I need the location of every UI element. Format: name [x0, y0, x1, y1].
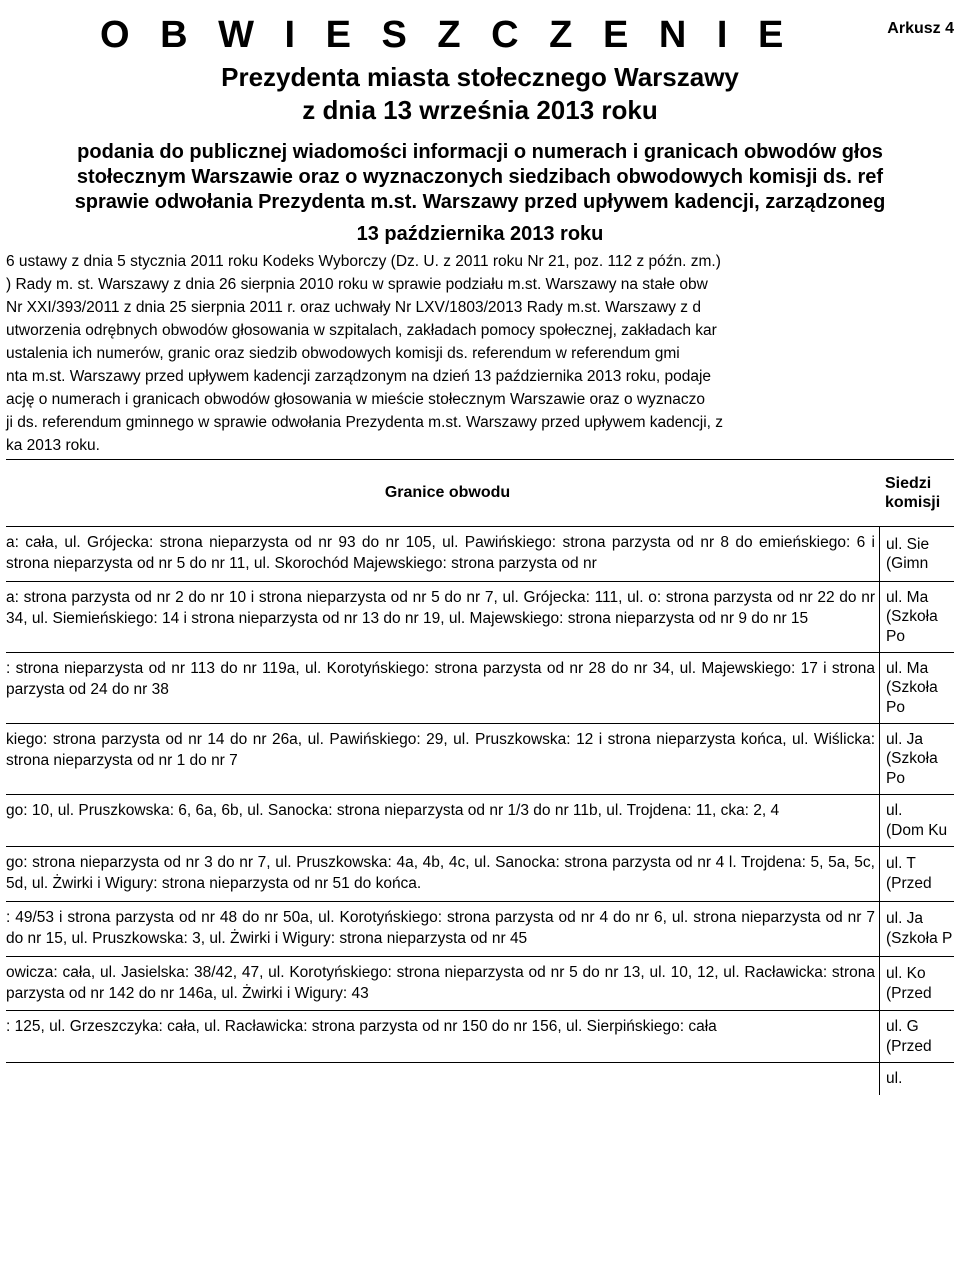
- seat-line: (Przed: [886, 874, 954, 893]
- table-row: kiego: strona parzysta od nr 14 do nr 26…: [6, 724, 954, 795]
- boundary-cell: : strona nieparzysta od nr 113 do nr 119…: [6, 653, 879, 723]
- seat-line: ul. T: [886, 854, 954, 873]
- body-line: Nr XXI/393/2011 z dnia 25 sierpnia 2011 …: [6, 298, 954, 319]
- seat-line: ul. Ma: [886, 588, 954, 607]
- seat-line: (Dom Ku: [886, 821, 954, 840]
- body-paragraph-block: 6 ustawy z dnia 5 stycznia 2011 roku Kod…: [6, 252, 954, 456]
- intro-line: stołecznym Warszawie oraz o wyznaczonych…: [6, 165, 954, 190]
- table-row: owicza: cała, ul. Jasielska: 38/42, 47, …: [6, 957, 954, 1012]
- seat-line: (Gimn: [886, 554, 954, 573]
- boundary-cell: kiego: strona parzysta od nr 14 do nr 26…: [6, 724, 879, 794]
- seat-cell: ul. Sie (Gimn: [879, 527, 954, 581]
- table-row: : 49/53 i strona parzysta od nr 48 do nr…: [6, 902, 954, 957]
- boundary-cell: : 49/53 i strona parzysta od nr 48 do nr…: [6, 902, 879, 956]
- seat-line: ul. Ko: [886, 964, 954, 983]
- seat-cell: ul. Ja (Szkoła Po: [879, 724, 954, 794]
- main-title: O B W I E S Z C Z E N I E: [100, 10, 793, 61]
- boundary-cell: : 125, ul. Grzeszczyka: cała, ul. Racław…: [6, 1011, 879, 1062]
- table-row: a: cała, ul. Grójecka: strona nieparzyst…: [6, 527, 954, 582]
- table-row: : strona nieparzysta od nr 113 do nr 119…: [6, 653, 954, 724]
- boundary-cell: go: 10, ul. Pruszkowska: 6, 6a, 6b, ul. …: [6, 795, 879, 846]
- seat-line: ul. G: [886, 1017, 954, 1036]
- table-row: go: 10, ul. Pruszkowska: 6, 6a, 6b, ul. …: [6, 795, 954, 847]
- seat-line: ul. Ma: [886, 659, 954, 678]
- intro-block: podania do publicznej wiadomości informa…: [6, 140, 954, 215]
- boundary-cell: a: cała, ul. Grójecka: strona nieparzyst…: [6, 527, 879, 581]
- date-line: 13 października 2013 roku: [6, 221, 954, 248]
- column-header-seat: Siedzi komisji: [885, 474, 950, 512]
- boundary-cell: a: strona parzysta od nr 2 do nr 10 i st…: [6, 582, 879, 652]
- intro-line: sprawie odwołania Prezydenta m.st. Warsz…: [6, 190, 954, 215]
- seat-line: (Szkoła P: [886, 929, 954, 948]
- intro-line: podania do publicznej wiadomości informa…: [6, 140, 954, 165]
- table-row: a: strona parzysta od nr 2 do nr 10 i st…: [6, 582, 954, 653]
- boundary-cell: owicza: cała, ul. Jasielska: 38/42, 47, …: [6, 957, 879, 1011]
- seat-line: (Szkoła Po: [886, 607, 954, 646]
- body-line: utworzenia odrębnych obwodów głosowania …: [6, 321, 954, 342]
- document-header: O B W I E S Z C Z E N I E Arkusz 4 Prezy…: [6, 10, 954, 126]
- table-row: : 125, ul. Grzeszczyka: cała, ul. Racław…: [6, 1011, 954, 1063]
- seat-cell: ul. Ja (Szkoła P: [879, 902, 954, 956]
- table-row: go: strona nieparzysta od nr 3 do nr 7, …: [6, 847, 954, 902]
- subtitle-line1: Prezydenta miasta stołecznego Warszawy: [6, 61, 954, 94]
- body-line: ji ds. referendum gminnego w sprawie odw…: [6, 413, 954, 434]
- column-header-boundaries: Granice obwodu: [10, 482, 885, 504]
- body-line: ustalenia ich numerów, granic oraz siedz…: [6, 344, 954, 365]
- seat-cell: ul. (Dom Ku: [879, 795, 954, 846]
- body-line: nta m.st. Warszawy przed upływem kadencj…: [6, 367, 954, 388]
- seat-line: ul.: [886, 801, 954, 820]
- column-header-seat-l1: Siedzi: [885, 474, 950, 493]
- column-header-seat-l2: komisji: [885, 493, 950, 512]
- seat-cell: ul.: [879, 1063, 954, 1094]
- table-row-partial: ul.: [6, 1063, 954, 1094]
- body-line: ) Rady m. st. Warszawy z dnia 26 sierpni…: [6, 275, 954, 296]
- seat-line: (Szkoła Po: [886, 678, 954, 717]
- table-header-row: Granice obwodu Siedzi komisji: [6, 459, 954, 527]
- boundary-cell: go: strona nieparzysta od nr 3 do nr 7, …: [6, 847, 879, 901]
- seat-line: ul.: [886, 1069, 954, 1088]
- body-line: ację o numerach i granicach obwodów głos…: [6, 390, 954, 411]
- seat-cell: ul. G (Przed: [879, 1011, 954, 1062]
- seat-cell: ul. T (Przed: [879, 847, 954, 901]
- seat-cell: ul. Ma (Szkoła Po: [879, 653, 954, 723]
- body-line: ka 2013 roku.: [6, 436, 954, 457]
- seat-cell: ul. Ma (Szkoła Po: [879, 582, 954, 652]
- seat-line: ul. Sie: [886, 535, 954, 554]
- seat-cell: ul. Ko (Przed: [879, 957, 954, 1011]
- seat-line: (Szkoła Po: [886, 749, 954, 788]
- seat-line: (Przed: [886, 1037, 954, 1056]
- subtitle-line2: z dnia 13 września 2013 roku: [6, 94, 954, 127]
- seat-line: ul. Ja: [886, 730, 954, 749]
- sheet-label: Arkusz 4: [887, 18, 954, 40]
- seat-line: (Przed: [886, 984, 954, 1003]
- seat-line: ul. Ja: [886, 909, 954, 928]
- body-line: 6 ustawy z dnia 5 stycznia 2011 roku Kod…: [6, 252, 954, 273]
